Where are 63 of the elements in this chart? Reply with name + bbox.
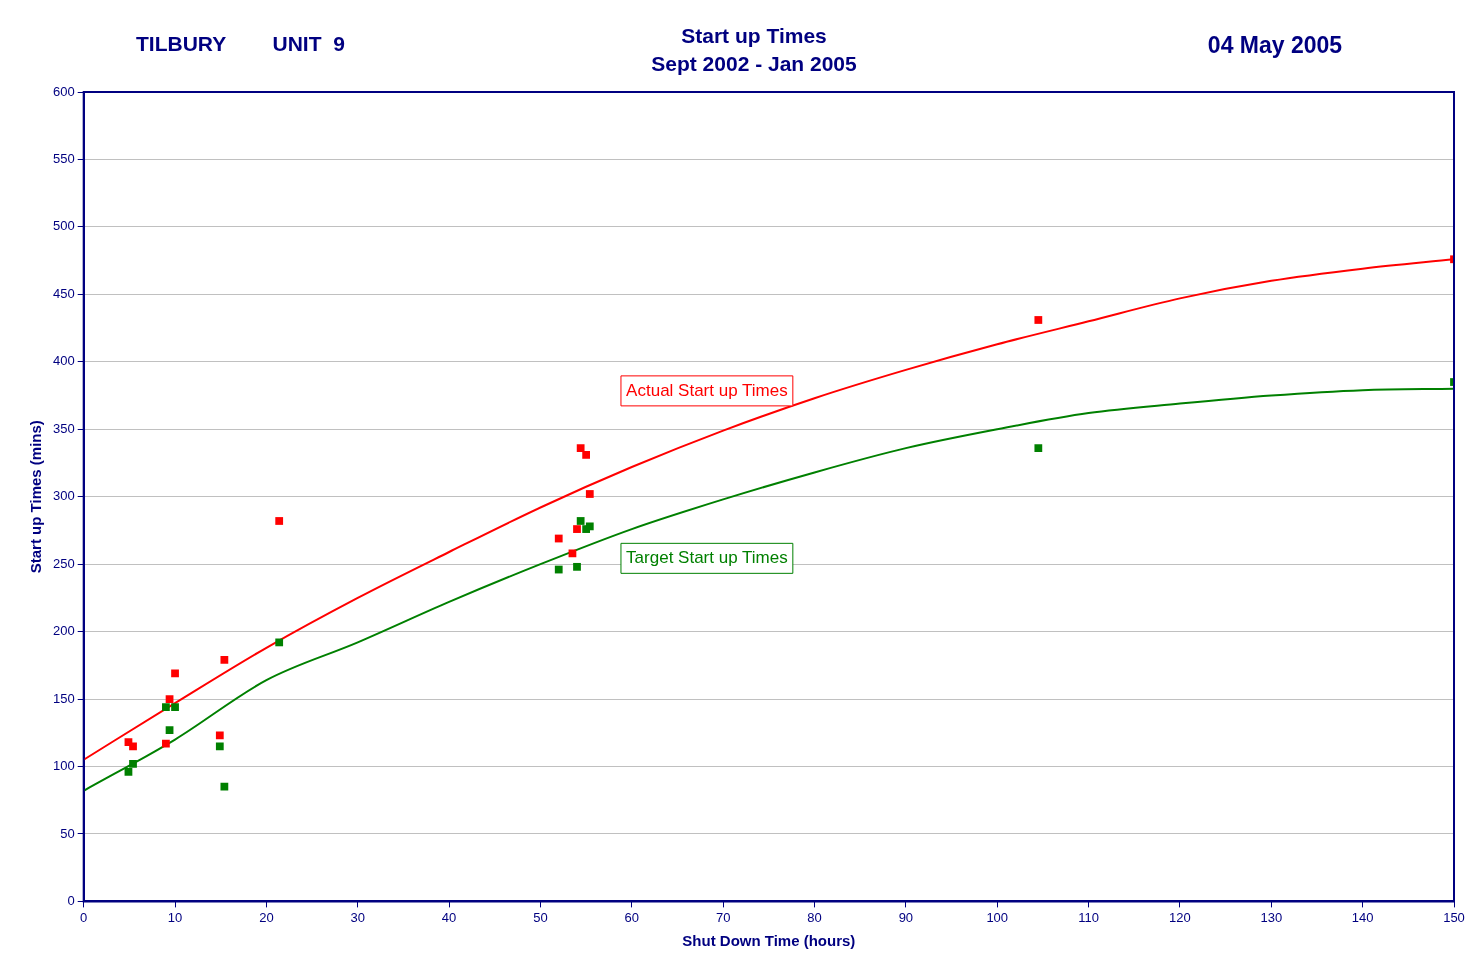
point: [171, 703, 179, 712]
x-tick-label: 40: [441, 909, 457, 925]
y-tick-label: 150: [52, 690, 75, 706]
y-tick-label: 400: [52, 353, 75, 369]
x-tick-label: 120: [1169, 909, 1191, 925]
point: [165, 695, 174, 703]
x-tick-label: 60: [624, 909, 640, 925]
y-tick-label: 550: [52, 151, 75, 167]
point: [585, 490, 594, 498]
y-tick-label: 100: [52, 758, 75, 774]
point: [275, 517, 284, 525]
point: [171, 669, 179, 678]
point: [1034, 444, 1043, 453]
point: [124, 768, 133, 776]
x-tick-label: 140: [1351, 909, 1374, 925]
y-tick-label: 200: [52, 623, 75, 639]
point: [576, 444, 585, 453]
point: [129, 742, 137, 751]
point: [275, 638, 284, 647]
point: [215, 742, 224, 751]
x-tick-label: 80: [807, 909, 822, 925]
text: TILBURY UNIT 9: [136, 31, 345, 55]
text: 04 May 2005: [1207, 32, 1343, 59]
point: [215, 731, 224, 740]
y-tick-label: 350: [52, 420, 75, 436]
x-tick-label: 90: [898, 909, 914, 925]
x-tick-label: 30: [350, 909, 365, 925]
y-axis-title: Start up Times (mins): [27, 420, 45, 574]
x-tick-label: 70: [715, 909, 731, 925]
x-tick-label: 100: [986, 909, 1009, 925]
point: [220, 656, 229, 664]
y-tick-label: 0: [67, 892, 75, 908]
y-tick-label: 50: [60, 825, 75, 841]
point: [1034, 316, 1043, 324]
x-tick-label: 0: [80, 909, 88, 925]
x-tick-label: 150: [1443, 909, 1465, 925]
x-tick-label: 110: [1078, 909, 1099, 925]
point: [554, 565, 563, 574]
point: [576, 517, 585, 525]
point: [162, 739, 170, 748]
x-axis-title: Shut Down Time (hours): [682, 932, 856, 950]
point: [220, 782, 229, 791]
y-tick-label: 600: [52, 83, 75, 99]
point: [129, 759, 137, 768]
chart-subtitle: Sept 2002 - Jan 2005: [651, 51, 858, 75]
point: [554, 534, 563, 543]
x-tick-label: 10: [167, 909, 183, 925]
x-tick-label: 130: [1260, 909, 1283, 925]
y-tick-label: 450: [52, 285, 75, 301]
y-tick-label: 500: [52, 218, 75, 234]
point: [582, 450, 591, 459]
y-tick-label: 250: [52, 555, 75, 571]
y-tick-label: 300: [52, 488, 75, 504]
series-label: Target Start up Times: [626, 548, 788, 568]
point: [165, 726, 174, 734]
chart-title: Start up Times: [681, 23, 827, 47]
point: [568, 549, 577, 558]
point: [573, 525, 581, 533]
point: [573, 562, 581, 571]
x-tick-label: 50: [533, 909, 548, 925]
series-label: Actual Start up Times: [626, 380, 788, 400]
x-tick-label: 20: [259, 909, 274, 925]
point: [162, 703, 170, 712]
